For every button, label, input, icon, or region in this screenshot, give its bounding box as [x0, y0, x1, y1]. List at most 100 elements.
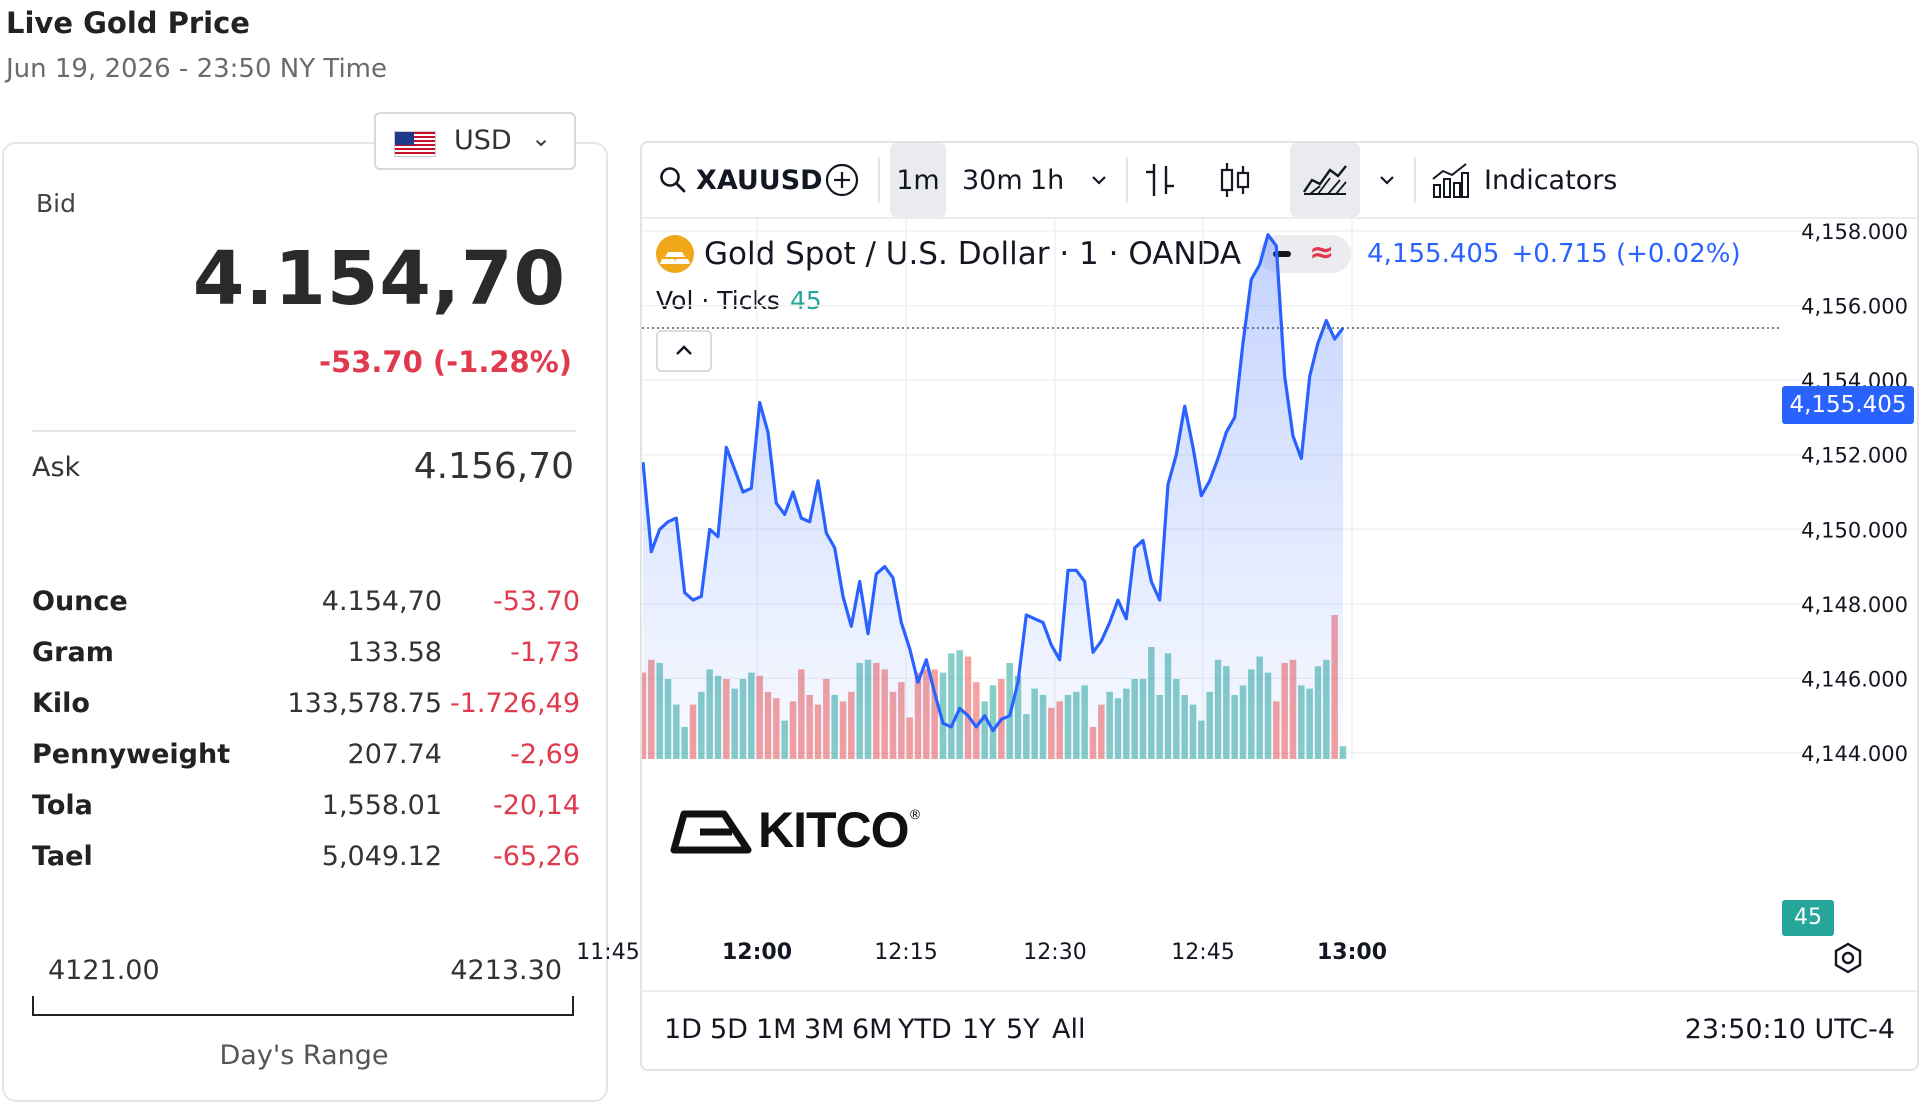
range-button-1d[interactable]: 1D — [664, 1014, 702, 1045]
interval-menu-chevron-icon[interactable] — [1088, 143, 1110, 217]
y-tick-label: 4,152.000 — [1801, 444, 1908, 468]
area-chart-type-icon[interactable] — [1290, 143, 1360, 217]
range-selector: 23:50:10 UTC-4 1D 5D 1M 3M 6M YTD 1Y 5Y All — [642, 990, 1917, 1070]
candle-chart-type-icon[interactable] — [1218, 143, 1252, 217]
gold-bar-icon — [656, 235, 694, 273]
volume-bar — [939, 672, 947, 759]
unit-row: Gram 133.58 -1,73 — [32, 627, 580, 678]
kitco-watermark: KITCO ® — [670, 800, 922, 860]
bid-label: Bid — [36, 189, 76, 218]
chart-clock: 23:50:10 UTC-4 — [1684, 1014, 1895, 1045]
currency-label: USD — [454, 125, 512, 156]
days-range-bar — [32, 996, 574, 1016]
unit-row: Ounce 4.154,70 -53.70 — [32, 576, 580, 627]
x-tick-label: 12:30 — [1023, 940, 1087, 965]
compare-button[interactable] — [824, 143, 860, 217]
unit-name: Pennyweight — [32, 739, 231, 770]
chart-toolbar: XAUUSD 1m 30m 1h — [642, 143, 1917, 219]
x-tick-label: 11:45 — [576, 940, 640, 965]
legend-price: 4,155.405 — [1367, 239, 1500, 269]
y-tick-label: 4,158.000 — [1801, 220, 1908, 244]
volume-bar — [973, 682, 980, 759]
bid-change: -53.70 (-1.28%) — [318, 345, 572, 379]
price-line — [642, 233, 1345, 733]
unit-name: Ounce — [32, 586, 128, 617]
approx-icon: ≈ — [1309, 235, 1335, 270]
unit-row: Kilo 133,578.75 -1.726,49 — [32, 678, 580, 729]
y-tick-label: 4,156.000 — [1801, 295, 1908, 319]
ask-value: 4.156,70 — [413, 446, 574, 487]
range-button-5y[interactable]: 5Y — [1006, 1014, 1040, 1045]
search-icon — [660, 167, 686, 193]
settings-gear-icon[interactable] — [1832, 942, 1864, 974]
range-button-1y[interactable]: 1Y — [962, 1014, 996, 1045]
unit-change: -1,73 — [510, 637, 580, 668]
unit-row: Pennyweight 207.74 -2,69 — [32, 729, 580, 780]
unit-price: 133.58 — [347, 637, 442, 668]
x-tick-label: 12:45 — [1171, 940, 1235, 965]
range-button-all[interactable]: All — [1052, 1014, 1086, 1045]
x-tick-label: 12:15 — [874, 940, 938, 965]
days-range-caption: Day's Range — [219, 1040, 389, 1071]
indicators-icon — [1432, 163, 1469, 198]
volume-bar — [989, 685, 997, 759]
y-tick-label: 4,148.000 — [1801, 593, 1908, 617]
unit-price: 133,578.75 — [287, 688, 442, 719]
us-flag-icon — [394, 131, 436, 157]
volume-legend-value: 45 — [789, 286, 822, 315]
time-axis[interactable]: 11:45 12:00 12:15 12:30 12:45 13:00 — [576, 930, 1917, 990]
interval-30m[interactable]: 30m — [962, 164, 1023, 196]
chart-panel — [640, 141, 1919, 1071]
x-tick-label: 13:00 — [1316, 940, 1388, 965]
unit-price: 4.154,70 — [321, 586, 442, 617]
price-area — [643, 234, 1343, 759]
range-button-5d[interactable]: 5D — [710, 1014, 748, 1045]
hide-series-icon — [1273, 251, 1292, 257]
interval-1m[interactable]: 1m — [890, 143, 946, 217]
kitco-wordmark: KITCO — [758, 802, 910, 858]
range-button-1m[interactable]: 1M — [756, 1014, 797, 1045]
unit-change: -65,26 — [492, 841, 580, 872]
range-button-3m[interactable]: 3M — [804, 1014, 845, 1045]
unit-row: Tola 1,558.01 -20,14 — [32, 780, 580, 831]
x-tick-label: 12:00 — [721, 940, 793, 965]
page-title: Live Gold Price — [6, 6, 250, 40]
unit-price-table: Ounce 4.154,70 -53.70 Gram 133.58 -1,73 Kilo 13… — [32, 576, 580, 882]
page-date: Jun 19, 2026 - 23:50 NY Time — [6, 54, 387, 84]
unit-change: -53.70 — [492, 586, 580, 617]
volume-bar — [948, 653, 955, 759]
registered-mark: ® — [908, 808, 922, 823]
days-range-low: 4121.00 — [48, 955, 160, 986]
last-volume-tag: 45 — [1782, 900, 1834, 936]
unit-change: -1.726,49 — [450, 688, 580, 719]
price-chart[interactable]: 4,158.0004,156.0004,154.0004,152.0004,15… — [642, 219, 1917, 931]
volume-legend-label: Vol · Ticks — [656, 286, 780, 315]
volume-legend: Vol · Ticks 45 — [656, 286, 822, 315]
collapse-legend-button[interactable] — [656, 330, 712, 372]
last-price-tag: 4,155.405 — [1782, 386, 1914, 424]
chart-type-chevron-icon[interactable] — [1376, 143, 1398, 217]
symbol-search[interactable]: XAUUSD — [658, 143, 823, 217]
range-button-6m[interactable]: 6M — [852, 1014, 893, 1045]
days-range-high: 4213.30 — [450, 955, 562, 986]
volume-bar — [956, 650, 963, 759]
currency-select[interactable]: USD ⌄ — [374, 112, 576, 170]
unit-change: -20,14 — [492, 790, 580, 821]
unit-price: 5,049.12 — [321, 841, 442, 872]
bar-chart-type-icon[interactable] — [1142, 143, 1178, 217]
divider — [32, 430, 576, 432]
y-tick-label: 4,150.000 — [1801, 518, 1908, 542]
indicators-label: Indicators — [1484, 164, 1618, 196]
chevron-down-icon: ⌄ — [531, 124, 552, 152]
interval-1h[interactable]: 1h — [1030, 164, 1065, 196]
plus-circle-icon — [825, 163, 859, 197]
volume-bar — [964, 656, 972, 759]
kitco-logo-icon — [670, 810, 752, 854]
unit-name: Tael — [32, 841, 93, 872]
indicators-button[interactable]: Indicators — [1430, 143, 1617, 217]
range-button-ytd[interactable]: YTD — [898, 1014, 952, 1045]
chevron-up-icon — [676, 345, 692, 355]
unit-change: -2,69 — [510, 739, 580, 770]
unit-name: Gram — [32, 637, 114, 668]
bid-value: 4.154,70 — [192, 236, 566, 322]
